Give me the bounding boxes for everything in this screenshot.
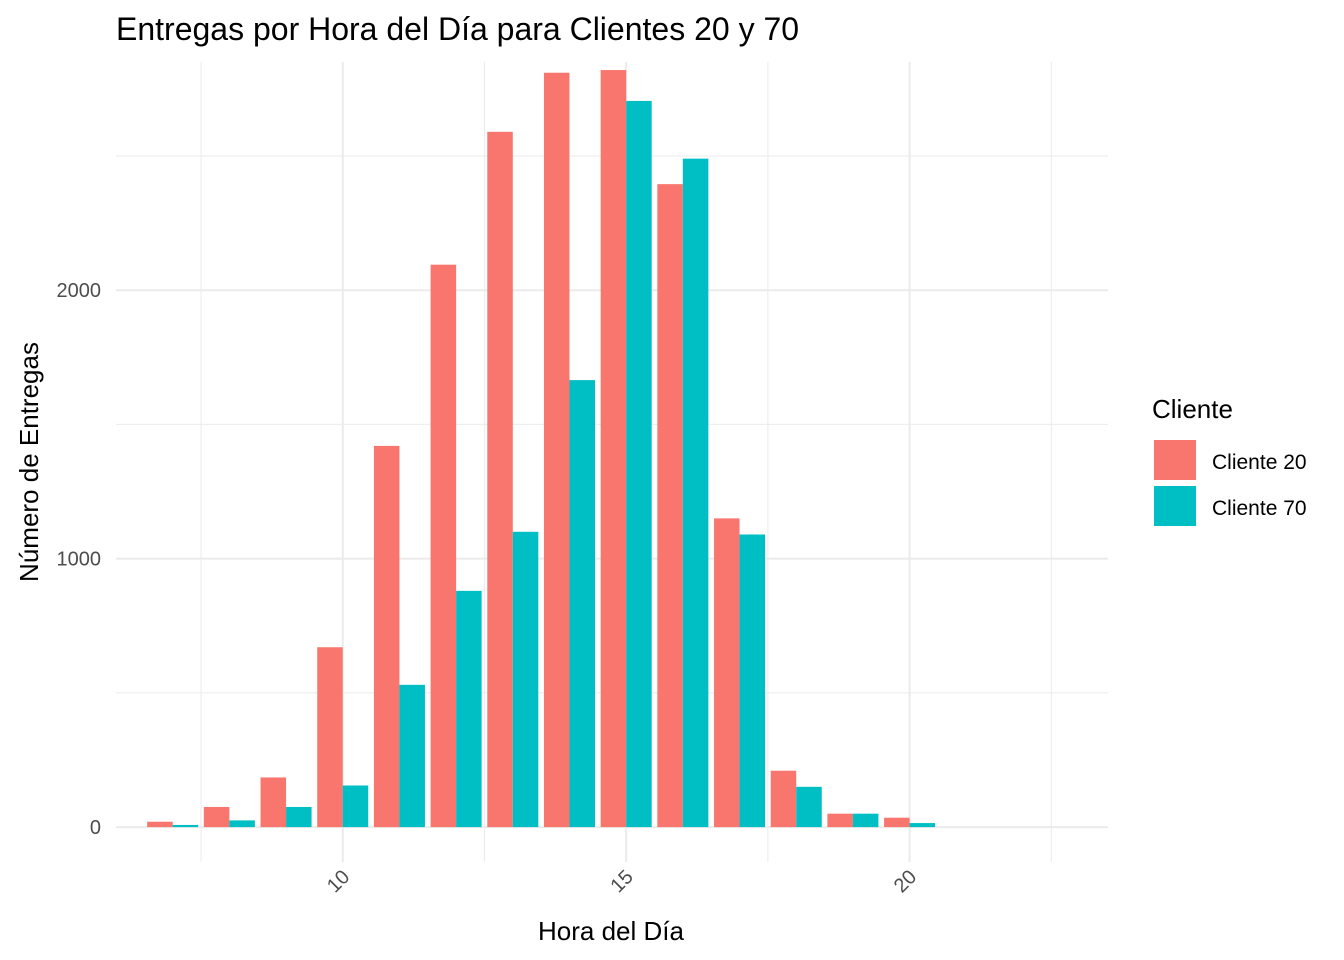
- legend-label: Cliente 20: [1212, 451, 1307, 474]
- bar-cliente-70-h9: [286, 806, 312, 828]
- x-tick-label: 15: [606, 866, 637, 897]
- bar-cliente-20-h15: [600, 70, 627, 828]
- bar-cliente-20-h20: [884, 817, 910, 828]
- x-axis-title: Hora del Día: [538, 916, 684, 946]
- x-tick-label: 20: [890, 866, 921, 897]
- chart-title: Entregas por Hora del Día para Clientes …: [116, 11, 799, 47]
- bar-cliente-20-h18: [770, 770, 797, 828]
- bar-cliente-20-h17: [714, 518, 740, 828]
- bar-cliente-20-h8: [203, 806, 230, 828]
- y-tick-label: 0: [90, 817, 101, 839]
- y-axis-ticks: 0 1000 2000: [57, 280, 102, 839]
- bar-cliente-70-h15: [626, 100, 652, 828]
- y-tick-label: 2000: [57, 280, 102, 302]
- bar-cliente-70-h20: [909, 823, 936, 828]
- bar-cliente-20-h11: [373, 445, 400, 828]
- legend-title: Cliente: [1152, 394, 1233, 424]
- bar-cliente-70-h16: [682, 158, 709, 828]
- bar-cliente-20-h14: [543, 72, 570, 828]
- bar-cliente-20-h9: [260, 777, 287, 828]
- x-tick-label: 10: [323, 866, 354, 897]
- bar-cliente-70-h10: [342, 785, 369, 828]
- legend: Cliente Cliente 20 Cliente 70: [1152, 394, 1307, 526]
- bar-cliente-70-h14: [569, 380, 595, 828]
- bar-cliente-20-h19: [827, 813, 853, 828]
- legend-swatch-cliente-20: [1154, 440, 1196, 480]
- bar-cliente-20-h13: [487, 131, 513, 828]
- bar-cliente-70-h18: [796, 786, 822, 828]
- bar-cliente-70-h17: [739, 534, 766, 828]
- x-axis-ticks: 10 15 20: [323, 866, 921, 897]
- y-tick-label: 1000: [57, 549, 102, 571]
- y-axis-title: Número de Entregas: [14, 342, 44, 582]
- bar-cliente-70-h7: [172, 824, 199, 828]
- bar-cliente-20-h16: [657, 184, 683, 828]
- bar-cliente-20-h10: [317, 647, 343, 828]
- bar-cliente-20-h7: [147, 821, 173, 828]
- bar-cliente-70-h13: [512, 531, 539, 828]
- bars: [147, 70, 936, 828]
- bar-cliente-70-h19: [852, 813, 879, 828]
- bar-cliente-20-h12: [430, 264, 457, 828]
- legend-swatch-cliente-70: [1154, 486, 1196, 526]
- bar-cliente-70-h11: [399, 684, 425, 828]
- legend-label: Cliente 70: [1212, 497, 1307, 520]
- bar-cliente-70-h8: [229, 820, 255, 828]
- bar-cliente-70-h12: [456, 590, 482, 828]
